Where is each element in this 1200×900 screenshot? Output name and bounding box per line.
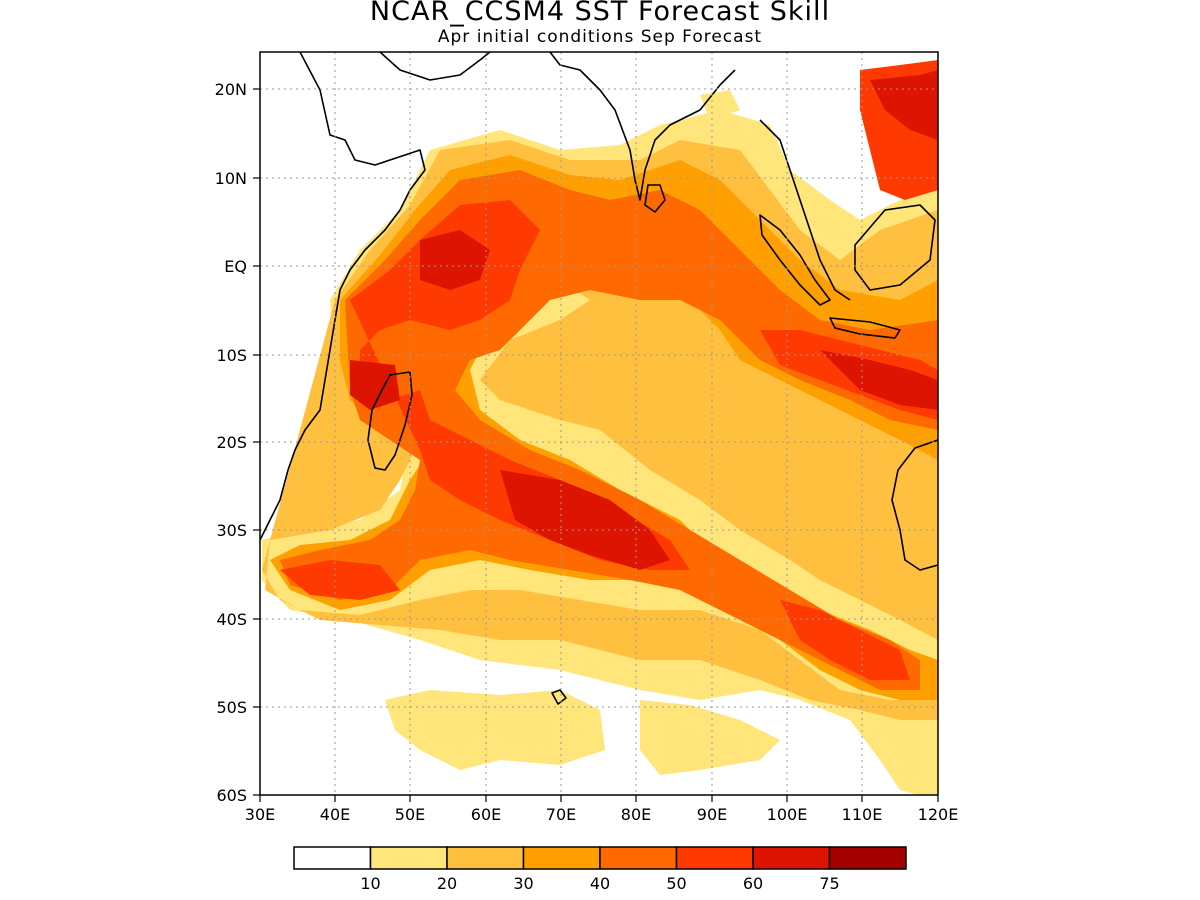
india-coast <box>549 52 736 201</box>
lon-label: 50E <box>395 805 425 824</box>
lat-label: 10S <box>216 346 247 365</box>
madagascar-outline <box>367 371 413 471</box>
colorbar: 10 20 30 40 50 60 75 <box>293 846 907 893</box>
lat-label: 10N <box>215 169 247 188</box>
coastlines <box>260 52 938 705</box>
lat-label: 40S <box>216 610 247 629</box>
map-subtitle: Apr initial conditions Sep Forecast <box>437 27 763 47</box>
colorbar-label: 75 <box>819 874 839 893</box>
colorbar-label: 60 <box>743 874 763 893</box>
sri-lanka-outline <box>644 184 666 213</box>
colorbar-label: 50 <box>666 874 686 893</box>
skill-60-75-ne-region <box>870 70 938 140</box>
lon-label: 80E <box>621 805 651 824</box>
longitude-labels: 30E 40E 50E 60E 70E 80E 90E 100E 110E 12… <box>245 805 959 824</box>
colorbar-swatch <box>599 846 678 870</box>
australia-coast <box>891 439 938 571</box>
skill-50-60-region <box>350 200 690 570</box>
colorbar-swatch <box>369 846 448 870</box>
africa-coast <box>260 52 426 541</box>
axis-ticks <box>253 88 939 802</box>
latitude-labels: 20N 10N EQ 10S 20S 30S 40S 50S 60S <box>215 80 247 805</box>
colorbar-swatch <box>752 846 831 870</box>
skill-10-20-south-patch <box>385 690 605 770</box>
colorbar-swatch <box>675 846 754 870</box>
lon-label: 110E <box>842 805 883 824</box>
lat-label: 50S <box>216 698 247 717</box>
lat-label: 20S <box>216 433 247 452</box>
colorbar-swatch <box>828 846 907 870</box>
skill-50-60-sw-region <box>280 560 400 600</box>
colorbar-label: 30 <box>513 874 533 893</box>
colorbar-swatch <box>293 846 372 870</box>
colorbar-label: 10 <box>360 874 380 893</box>
graticule <box>260 52 938 795</box>
arabia-coast <box>379 52 491 81</box>
colorbar-label: 40 <box>590 874 610 893</box>
skill-60-75-center-region <box>500 470 670 570</box>
sumatra-outline <box>759 214 831 306</box>
skill-60-75-region <box>420 230 490 290</box>
southeast-asia-coast <box>759 119 851 301</box>
lon-label: 90E <box>697 805 727 824</box>
lon-label: 60E <box>471 805 501 824</box>
skill-60-75-madagascar-region <box>350 360 400 410</box>
skill-10-20-south-patch-2 <box>640 700 780 775</box>
lon-label: 70E <box>546 805 576 824</box>
kerguelen-outline <box>551 689 567 705</box>
lat-label: 30S <box>216 521 247 540</box>
colorbar-swatch <box>446 846 525 870</box>
lon-label: 100E <box>767 805 808 824</box>
lat-label: 60S <box>216 786 247 805</box>
colorbar-label: 20 <box>437 874 457 893</box>
lon-label: 40E <box>320 805 350 824</box>
map-frame <box>259 51 939 796</box>
lon-label: 120E <box>918 805 959 824</box>
skill-field <box>262 60 938 795</box>
map-title: NCAR_CCSM4 SST Forecast Skill <box>369 0 831 27</box>
lon-label: 30E <box>245 805 275 824</box>
lat-label: 20N <box>215 80 247 99</box>
skill-60-75-east-region <box>820 350 938 410</box>
skill-50-60-south-region <box>780 600 910 680</box>
java-outline <box>829 317 901 339</box>
lat-label: EQ <box>224 257 247 276</box>
colorbar-swatch <box>522 846 601 870</box>
borneo-outline <box>854 204 936 291</box>
